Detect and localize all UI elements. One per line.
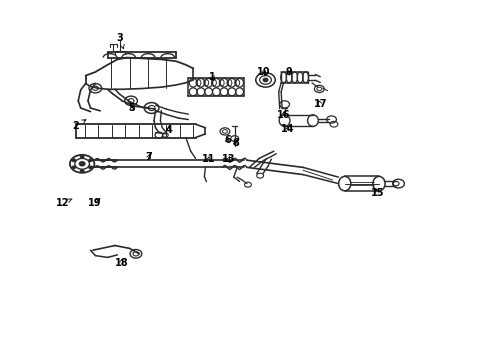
Circle shape (80, 155, 84, 158)
Text: 5: 5 (128, 103, 135, 113)
Circle shape (88, 166, 92, 169)
Circle shape (79, 162, 85, 166)
Circle shape (72, 166, 76, 169)
Text: 2: 2 (72, 120, 86, 131)
Text: 9: 9 (285, 67, 291, 77)
Text: 4: 4 (165, 125, 172, 135)
Text: 14: 14 (280, 124, 294, 134)
Text: 16: 16 (276, 110, 290, 120)
Text: 3: 3 (116, 33, 124, 49)
Text: 10: 10 (257, 67, 270, 77)
Text: 11: 11 (201, 154, 215, 164)
Text: 13: 13 (221, 154, 235, 165)
Circle shape (88, 159, 92, 162)
Circle shape (263, 78, 267, 82)
Text: 8: 8 (232, 138, 239, 148)
Circle shape (72, 159, 76, 162)
Text: 7: 7 (145, 152, 152, 162)
Text: 19: 19 (87, 198, 101, 208)
Text: 17: 17 (313, 99, 326, 109)
Text: 18: 18 (114, 258, 128, 268)
Text: 15: 15 (370, 188, 384, 198)
Circle shape (80, 170, 84, 172)
Text: 12: 12 (56, 198, 72, 208)
Text: 1: 1 (209, 72, 216, 82)
Text: 6: 6 (224, 135, 230, 145)
